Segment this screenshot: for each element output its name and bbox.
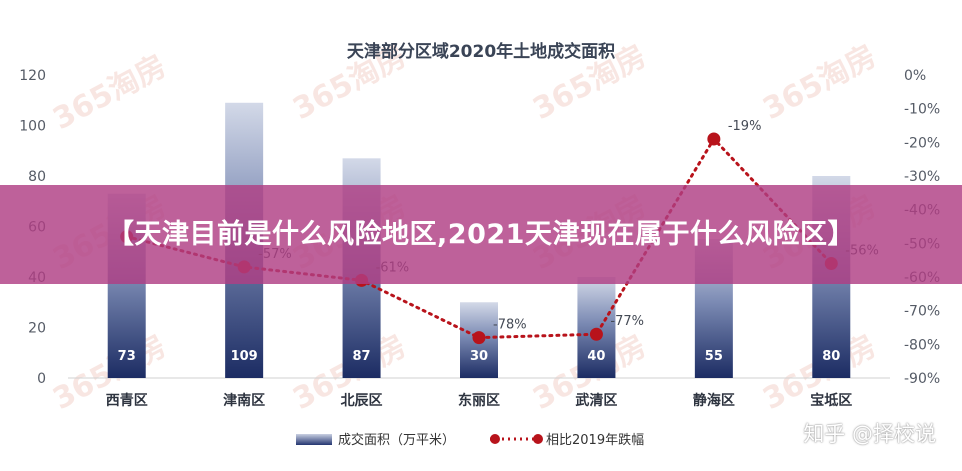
bar-value-label: 55 (705, 349, 723, 364)
left-tick-label: 20 (28, 321, 46, 337)
bar-value-label: 109 (231, 349, 258, 364)
category-label: 北辰区 (341, 393, 383, 409)
left-tick-label: 80 (28, 169, 46, 185)
line-point-label: -19% (728, 119, 762, 134)
author-credit: 知乎 @择校说 (803, 422, 936, 446)
legend-bar-label: 成交面积（万平米） (338, 432, 455, 448)
category-label: 津南区 (223, 392, 265, 409)
chart-title: 天津部分区域2020年土地成交面积 (347, 41, 615, 62)
legend-bar-swatch (296, 434, 332, 445)
right-tick-label: -80% (904, 337, 940, 353)
line-point (707, 132, 721, 146)
legend-line-label: 相比2019年跌幅 (546, 432, 644, 448)
right-tick-label: 0% (904, 68, 926, 84)
category-label: 武清区 (575, 392, 617, 409)
bar-value-label: 73 (118, 349, 136, 364)
line-point (472, 331, 486, 345)
bar-labels: 73 109 87 30 40 55 80 (118, 349, 841, 364)
watermark-logo: 365淘房 (757, 39, 882, 127)
category-label: 宝坻区 (810, 392, 852, 409)
category-axis: 西青区 津南区 北辰区 东丽区 武清区 静海区 宝坻区 (106, 392, 853, 409)
right-tick-label: -10% (904, 102, 940, 118)
legend-line-marker (533, 434, 543, 444)
bar-value-label: 87 (353, 349, 371, 364)
right-tick-label: -30% (904, 169, 940, 185)
watermark-logo: 365淘房 (47, 49, 172, 137)
line-point (589, 327, 603, 341)
legend: 成交面积（万平米） 相比2019年跌幅 (296, 432, 644, 448)
title-banner: 【天津目前是什么风险地区,2021天津现在属于什么风险区】 (0, 185, 962, 284)
right-tick-label: -20% (904, 135, 940, 151)
bar-value-label: 30 (470, 349, 488, 364)
bar-value-label: 80 (822, 349, 840, 364)
category-label: 西青区 (106, 392, 148, 409)
line-point-label: -78% (493, 318, 527, 333)
left-tick-label: 100 (19, 119, 46, 135)
bar (577, 277, 616, 378)
bar-value-label: 40 (587, 349, 605, 364)
left-tick-label: 120 (19, 68, 46, 84)
legend-line-marker (490, 434, 500, 444)
category-label: 静海区 (693, 392, 735, 409)
banner-text: 【天津目前是什么风险地区,2021天津现在属于什么风险区】 (107, 218, 855, 250)
left-tick-label: 0 (37, 371, 46, 387)
right-tick-label: -70% (904, 304, 940, 320)
line-point-label: -77% (610, 314, 644, 329)
category-label: 东丽区 (458, 392, 500, 409)
right-tick-label: -90% (904, 371, 940, 387)
